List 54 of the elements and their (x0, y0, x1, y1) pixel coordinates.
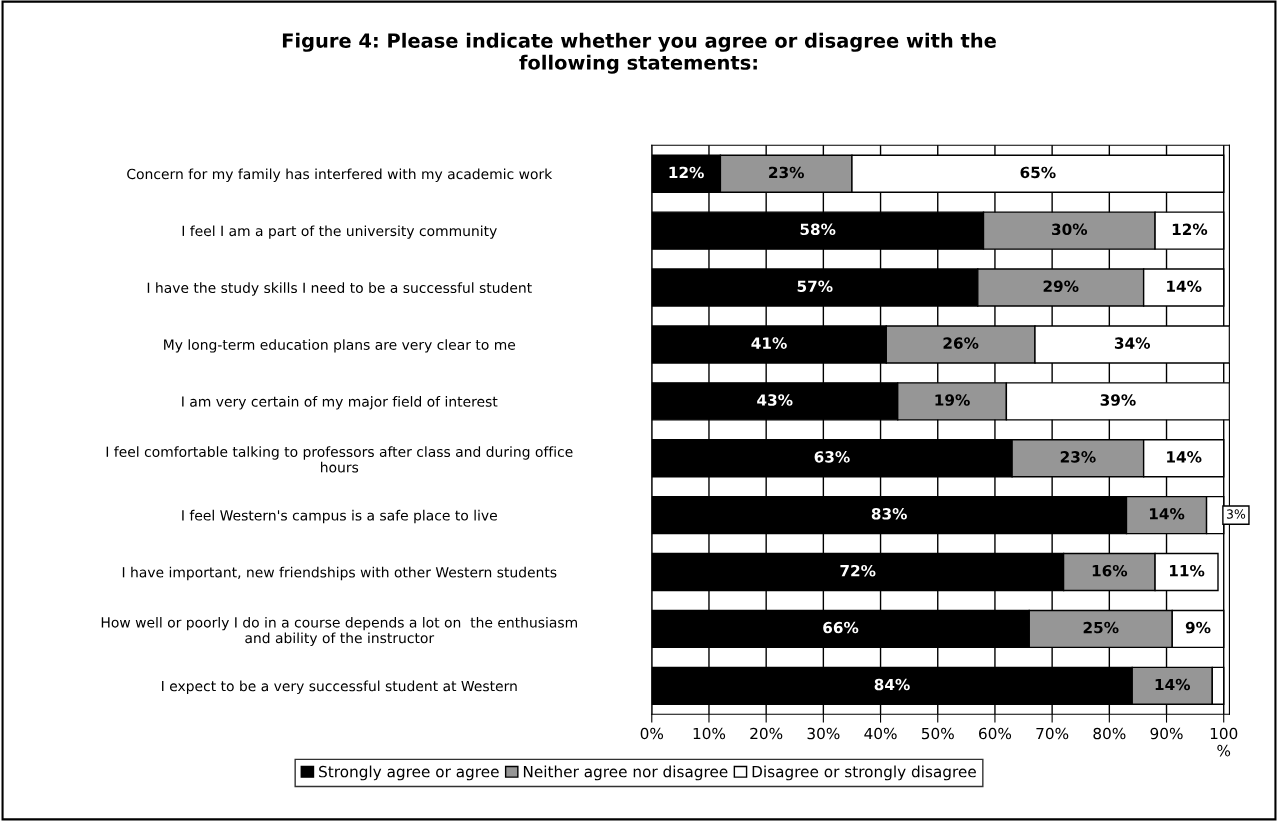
data-label: 3% (1226, 509, 1246, 519)
data-label: 39% (1100, 394, 1136, 406)
x-tick-label: 30% (807, 727, 840, 740)
y-tick-label: I feel Western's campus is a safe place to live (182, 509, 497, 524)
data-label: 29% (1043, 280, 1079, 292)
legend-label: Neither agree nor disagree (523, 765, 728, 781)
data-label: 57% (797, 280, 833, 292)
y-tick-label: I have the study skills I need to be a successful student (147, 282, 532, 296)
data-label: 19% (935, 394, 970, 406)
data-label: 23% (769, 166, 804, 179)
y-tick-label: I expect to be a very successful student at Western (162, 680, 517, 694)
y-tick-label: My long-term education plans are very clear to me (164, 339, 516, 353)
data-label: 12% (1172, 223, 1208, 236)
data-label: 12% (669, 166, 704, 179)
data-label: 30% (1052, 223, 1088, 236)
y-tick-label: How well or poorly I do in a course depends a lot on the enthusiasm and ability of the instructor (101, 616, 577, 646)
data-label: 16% (1092, 564, 1128, 577)
data-label: 58% (800, 223, 836, 236)
chart-title: Figure 4: Please indicate whether you agree or disagree with the following statements: (282, 32, 996, 74)
data-label: 41% (751, 337, 787, 349)
data-label: 14% (1155, 678, 1191, 691)
data-label: 66% (823, 621, 859, 634)
x-tick-label: 80% (1093, 727, 1126, 740)
x-tick-label: 0% (640, 727, 664, 740)
data-label: 84% (874, 678, 910, 691)
data-label: 25% (1083, 621, 1119, 634)
data-label: 43% (757, 394, 793, 406)
data-label: 23% (1060, 451, 1096, 463)
data-label: 72% (840, 564, 876, 577)
x-tick-label: 50% (921, 727, 954, 740)
data-label: 11% (1169, 564, 1205, 577)
data-label: 34% (1114, 337, 1150, 349)
y-tick-label: I have important, new friendships with other Western students (122, 566, 557, 581)
x-tick-label: 60% (979, 727, 1012, 740)
data-label: 83% (871, 508, 907, 520)
x-tick-label: 70% (1036, 727, 1069, 740)
data-label: 26% (943, 337, 979, 349)
data-label: 65% (1020, 166, 1056, 179)
x-tick-label: 10% (693, 727, 726, 740)
y-tick-label: I feel comfortable talking to professors after class and during office hours (106, 446, 573, 473)
x-tick-label: 100 % (1210, 727, 1238, 757)
x-tick-label: 90% (1150, 727, 1183, 740)
data-label: 14% (1149, 508, 1185, 520)
legend-label: Disagree or strongly disagree (752, 765, 976, 781)
x-tick-label: 20% (750, 727, 783, 740)
y-tick-label: Concern for my family has interfered with my academic work (127, 168, 553, 182)
legend-label: Strongly agree or agree (319, 765, 499, 781)
y-tick-label: I feel I am a part of the university community (182, 225, 497, 239)
data-label: 14% (1167, 451, 1202, 463)
data-label: 9% (1185, 621, 1211, 634)
y-tick-label: I am very certain of my major field of interest (182, 396, 498, 410)
x-tick-label: 40% (864, 727, 897, 740)
data-label: 14% (1167, 280, 1202, 292)
data-label: 63% (814, 451, 850, 463)
